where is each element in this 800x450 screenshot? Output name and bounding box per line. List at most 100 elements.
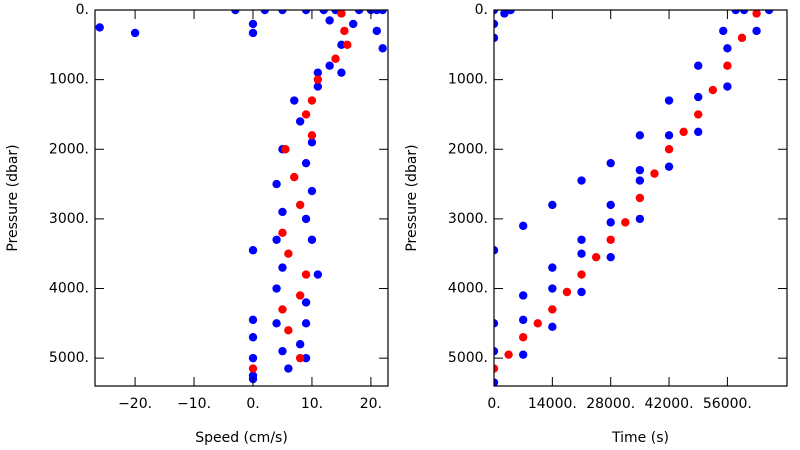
point (577, 287, 586, 297)
point (313, 82, 323, 91)
point (278, 346, 287, 356)
y-tick-label: 1000. (448, 72, 488, 88)
x-tick-label: −10. (177, 396, 211, 412)
point (278, 263, 287, 272)
point (577, 249, 586, 258)
x-tick-label: 10. (301, 396, 323, 412)
point (284, 249, 293, 258)
point (518, 350, 528, 359)
point (260, 10, 269, 15)
point (130, 28, 140, 38)
point (313, 270, 323, 279)
point (664, 162, 674, 171)
point (518, 291, 528, 300)
point (337, 10, 346, 18)
point (723, 82, 732, 91)
point (548, 263, 557, 272)
point (284, 364, 293, 373)
y-axis-title: Pressure (dbar) (404, 144, 420, 251)
point (272, 319, 281, 328)
point (248, 246, 258, 255)
point (248, 364, 258, 373)
point (301, 158, 311, 168)
point (284, 326, 293, 335)
point (494, 319, 499, 328)
point (694, 61, 703, 70)
point (739, 10, 749, 15)
y-tick-label: 0. (475, 2, 488, 18)
point (290, 172, 299, 182)
point (319, 10, 328, 15)
point (764, 10, 774, 15)
plot-frame (94, 9, 389, 387)
y-tick-label: 4000. (448, 281, 488, 297)
point (337, 40, 346, 50)
x-tick-label: −20. (118, 396, 152, 412)
y-tick-label: 3000. (448, 211, 488, 227)
point (723, 61, 732, 70)
x-tick-label: 0. (246, 396, 259, 412)
point (307, 138, 317, 147)
point (664, 96, 674, 105)
point (577, 270, 586, 279)
x-tick-label: 20. (360, 396, 382, 412)
point (248, 353, 258, 363)
point (272, 284, 281, 293)
y-tick-label: 0. (76, 2, 89, 18)
point (231, 10, 240, 15)
point (272, 235, 281, 244)
point (694, 110, 703, 119)
y-tick-label: 5000. (448, 350, 488, 366)
y-tick-label: 3000. (49, 211, 89, 227)
point (577, 176, 586, 185)
point (606, 235, 615, 244)
point (301, 110, 311, 119)
point (518, 221, 528, 231)
y-tick-label: 2000. (448, 141, 488, 157)
point (494, 364, 499, 373)
x-tick-label: 28000. (586, 396, 635, 412)
point (301, 319, 311, 328)
point (248, 19, 258, 29)
point (301, 298, 311, 307)
x-tick-label: 14000. (528, 396, 577, 412)
point (679, 127, 688, 137)
point (307, 235, 317, 244)
x-axis-title: Time (s) (611, 430, 669, 446)
point (752, 26, 761, 36)
plot-area (95, 10, 387, 384)
point (307, 96, 317, 105)
x-tick-label: 0. (487, 396, 500, 412)
point (95, 23, 104, 32)
point (278, 207, 287, 217)
point (731, 10, 740, 15)
point (606, 252, 615, 262)
point (337, 68, 346, 77)
point (313, 75, 323, 84)
point (281, 145, 290, 154)
point (290, 96, 299, 105)
point (650, 169, 659, 178)
point (708, 85, 718, 95)
point (295, 340, 305, 349)
point (548, 200, 557, 210)
point (248, 333, 258, 342)
y-axis-title: Pressure (dbar) (5, 144, 21, 251)
point (548, 284, 557, 293)
point (349, 19, 358, 29)
point (548, 305, 557, 314)
point (723, 44, 732, 53)
y-tick-label: 1000. (49, 72, 89, 88)
point (506, 10, 515, 15)
point (301, 214, 311, 224)
y-tick-label: 2000. (49, 141, 89, 157)
point (278, 305, 287, 314)
point (301, 270, 311, 279)
point (500, 10, 509, 18)
point (340, 26, 349, 36)
point (278, 228, 287, 238)
point (635, 165, 645, 175)
point (307, 186, 317, 196)
